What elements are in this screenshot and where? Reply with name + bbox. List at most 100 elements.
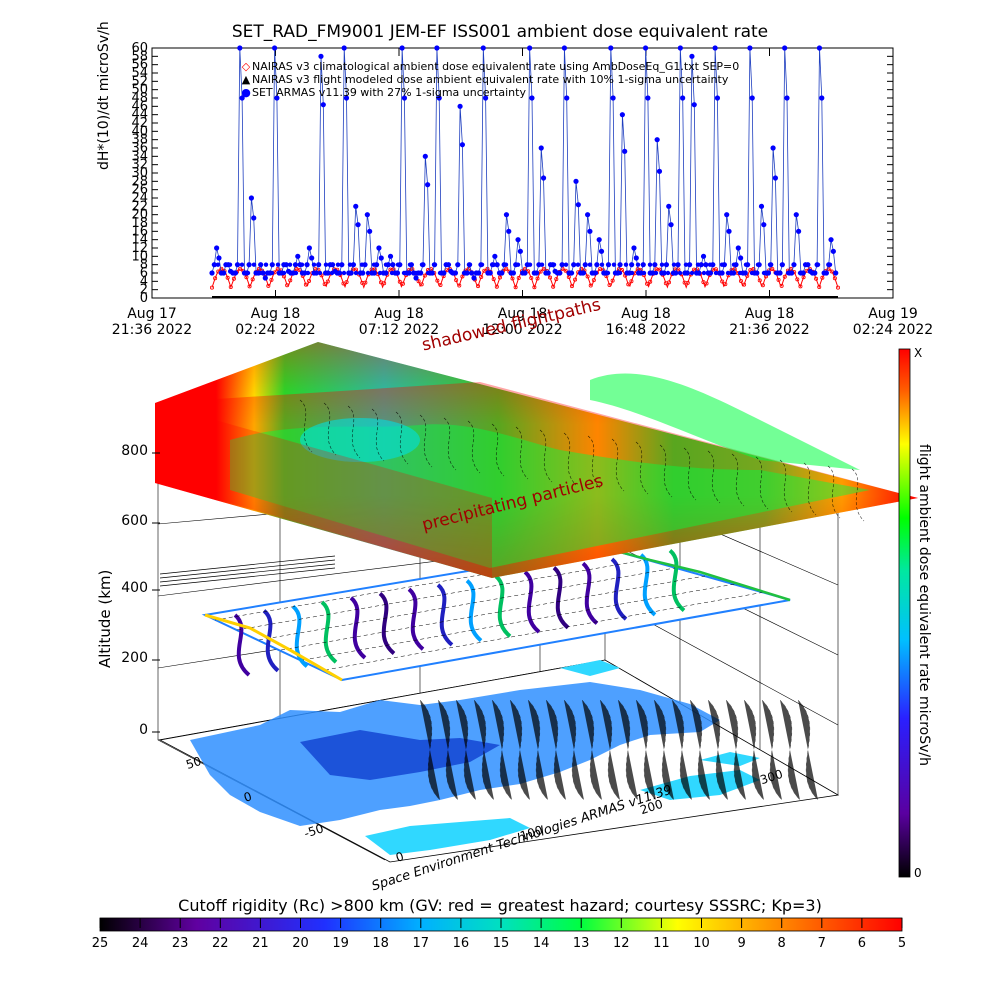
nairas-point (482, 268, 487, 273)
armas-point (611, 262, 617, 267)
nairas-point (209, 285, 214, 290)
armas-point (700, 253, 707, 259)
armas-point (683, 262, 689, 267)
rc-tick-label: 6 (857, 936, 867, 951)
orbit-wave (581, 561, 599, 625)
armas-point (305, 270, 311, 276)
ground-track (563, 699, 585, 801)
armas-point (701, 270, 707, 276)
armas-point (419, 262, 425, 267)
ground-track (617, 699, 639, 801)
colorbar-max-label: X (914, 346, 923, 360)
armas-point (594, 262, 600, 268)
nairas-point (491, 277, 496, 282)
armas-point (725, 270, 731, 276)
y-tick-label: 36 (131, 141, 148, 156)
y-tick-label: 22 (131, 199, 148, 214)
armas-point (689, 53, 695, 59)
nairas-point (795, 277, 800, 282)
armas-point (517, 248, 523, 254)
armas-point (281, 270, 287, 276)
armas-point (689, 270, 695, 276)
armas-point (251, 262, 257, 267)
altitude-tick-label: 400 (121, 580, 148, 596)
nairas-point (516, 276, 521, 281)
armas-point (571, 262, 577, 268)
armas-point (545, 270, 551, 276)
nairas-point (588, 283, 593, 288)
armas-series (209, 45, 839, 281)
sheet-track (491, 423, 505, 477)
armas-point (293, 270, 299, 276)
armas-point (457, 103, 463, 109)
armas-point (635, 262, 641, 267)
armas-point (800, 270, 806, 276)
armas-point (395, 262, 401, 267)
armas-point (353, 270, 359, 276)
armas-point (797, 270, 803, 276)
ground-track (743, 699, 765, 801)
armas-point (779, 262, 785, 267)
armas-point (629, 262, 635, 268)
armas-point (378, 255, 384, 261)
armas-point (407, 262, 413, 267)
armas-point (533, 270, 539, 276)
armas-point (749, 95, 755, 101)
altitude-axis-ticks (152, 452, 160, 733)
armas-point (551, 262, 557, 267)
armas-point (765, 270, 772, 276)
armas-point (320, 102, 326, 108)
armas-point (497, 270, 503, 276)
armas-point (719, 262, 725, 267)
armas-point (696, 270, 702, 276)
armas-point (246, 262, 252, 268)
nairas-point (657, 267, 662, 272)
armas-point (283, 262, 289, 268)
sheet-track (347, 405, 361, 459)
ground-track (419, 699, 441, 801)
armas-point (371, 262, 377, 267)
rc-tick-label: 12 (613, 936, 630, 951)
armas-point (418, 270, 424, 276)
armas-point (348, 270, 354, 276)
armas-point (353, 203, 359, 209)
sheet-track (827, 465, 841, 519)
armas-point (559, 262, 565, 268)
armas-point (538, 145, 544, 151)
armas-point (608, 45, 614, 51)
y-tick-label: 38 (131, 133, 148, 148)
armas-point (598, 248, 605, 254)
armas-point (371, 270, 377, 276)
armas-point (677, 45, 683, 51)
armas-point (306, 245, 312, 251)
armas-point (819, 95, 825, 101)
armas-point (731, 262, 737, 267)
legend-entry-nairas-flight: ▲ NAIRAS v3 flight modeled dose ambient e… (241, 73, 729, 86)
armas-point (659, 262, 665, 267)
armas-point (563, 262, 569, 267)
sheet-track (419, 414, 433, 468)
orbit-wave (668, 548, 686, 613)
legend: ◇ NAIRAS v3 climatological ambient dose e… (240, 60, 739, 99)
armas-point (758, 203, 765, 209)
armas-point (313, 270, 319, 276)
armas-point (383, 262, 389, 267)
armas-point (687, 262, 693, 268)
armas-point (680, 95, 686, 101)
armas-point (691, 102, 697, 108)
nairas-point (720, 279, 725, 284)
armas-point (540, 175, 547, 181)
sheet-track (683, 447, 697, 501)
armas-point (434, 45, 440, 51)
armas-point (569, 270, 575, 276)
armas-point (248, 195, 255, 201)
nairas-point (620, 268, 625, 273)
armas-point (436, 95, 442, 101)
rc-tick-label: 24 (131, 936, 149, 951)
nairas-point (757, 278, 762, 283)
rc-tick-label: 7 (817, 936, 826, 951)
y-tick-label: 16 (131, 224, 148, 239)
nairas-point (244, 275, 249, 280)
nairas-point (610, 278, 615, 283)
